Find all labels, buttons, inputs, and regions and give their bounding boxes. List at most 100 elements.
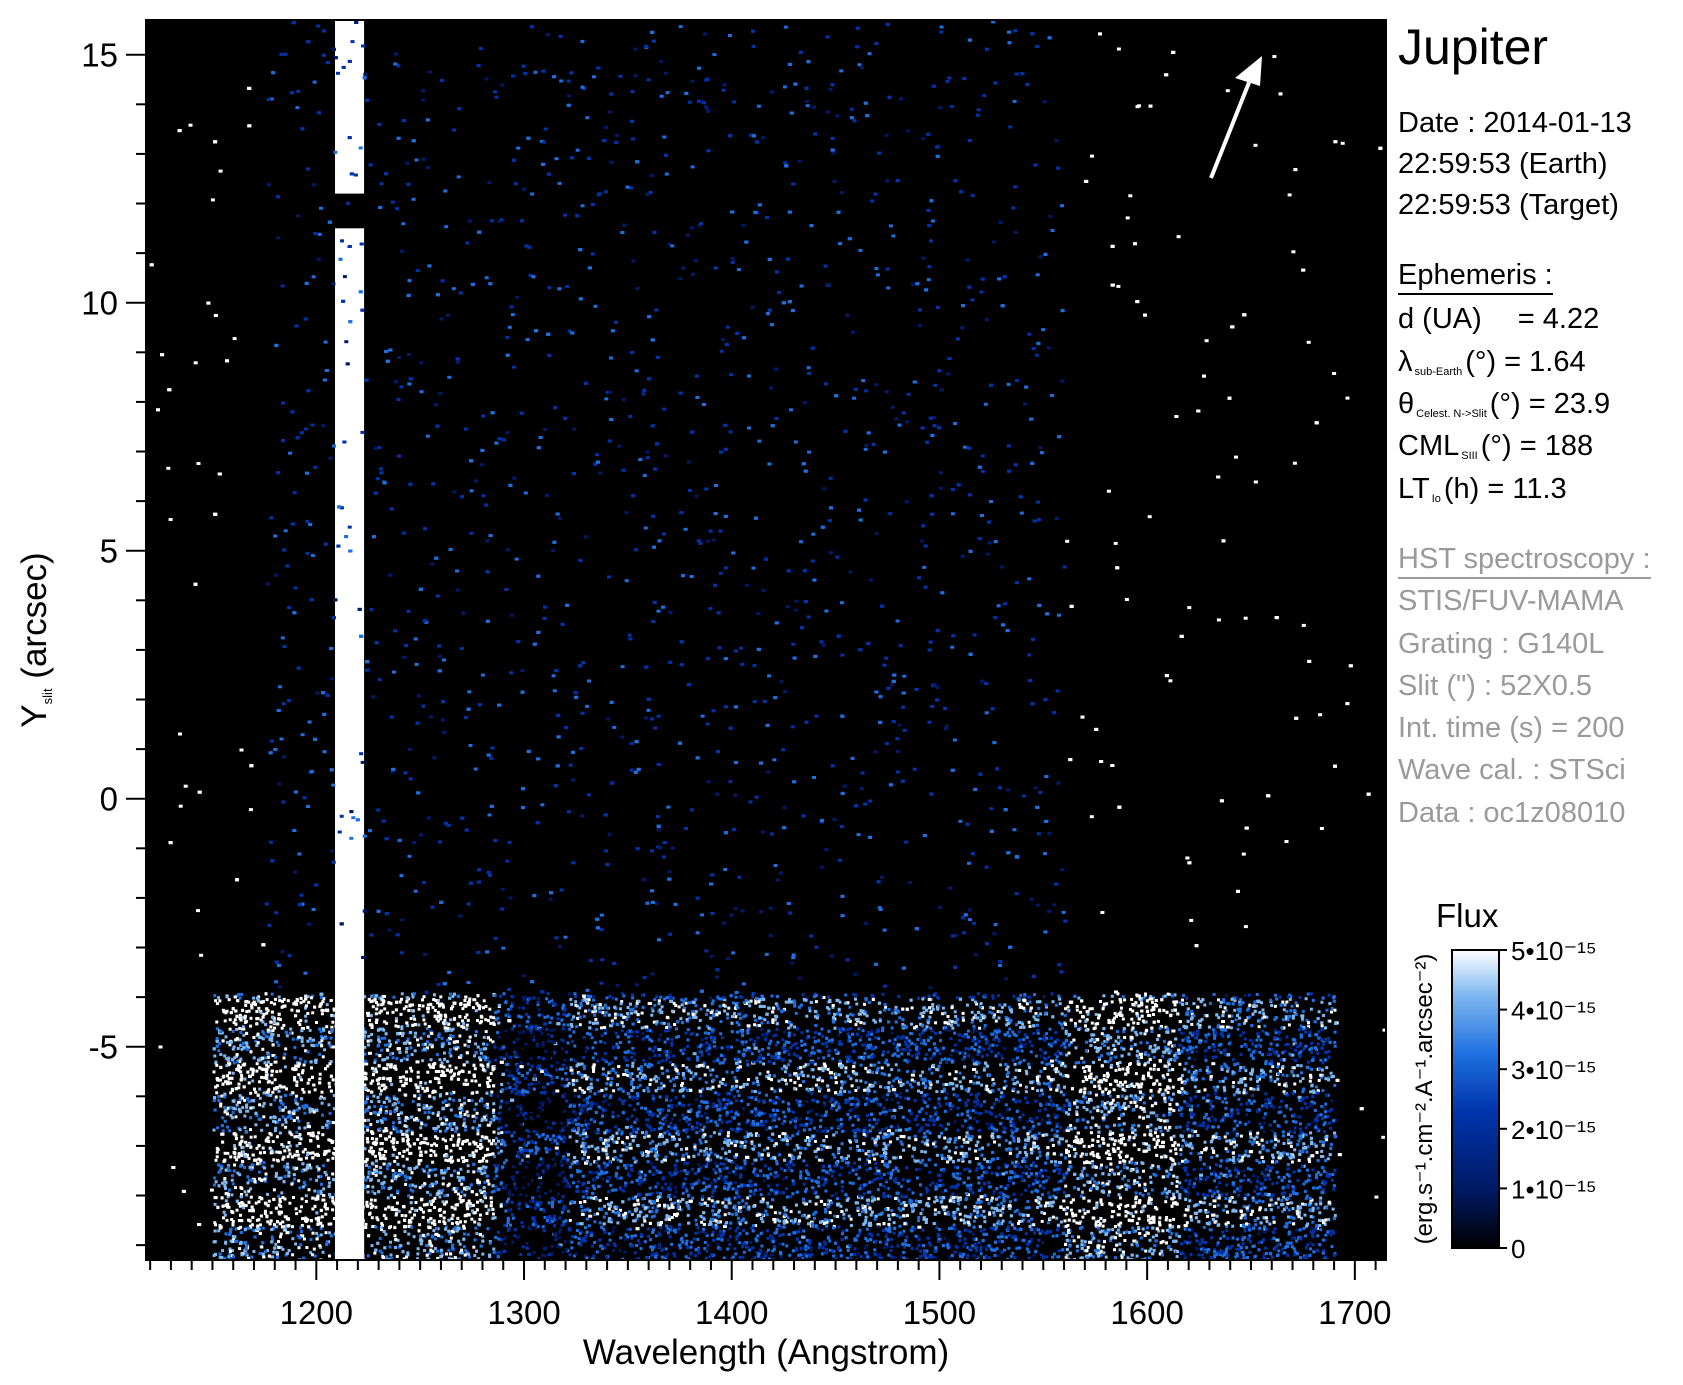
flux-pixel [505, 335, 510, 339]
flux-pixel [380, 1182, 385, 1186]
flux-pixel [985, 942, 989, 946]
flux-pixel [840, 894, 845, 898]
flux-pixel [277, 964, 282, 967]
flux-pixel [710, 873, 715, 877]
flux-pixel [901, 966, 906, 970]
flux-pixel [470, 282, 475, 286]
flux-pixel [479, 463, 484, 467]
flux-pixel [400, 918, 405, 922]
flux-pixel [703, 32, 707, 36]
flux-pixel [825, 282, 830, 286]
flux-pixel [193, 582, 198, 586]
flux-pixel [379, 182, 384, 186]
flux-pixel [1225, 89, 1230, 93]
flux-pixel [937, 369, 942, 373]
flux-pixel [903, 1058, 908, 1062]
flux-pixel [178, 804, 183, 808]
flux-pixel [759, 761, 763, 765]
flux-pixel [547, 286, 552, 290]
flux-pixel [657, 938, 661, 942]
flux-pixel [315, 691, 320, 695]
flux-pixel [747, 374, 751, 378]
flux-pixel [939, 25, 944, 29]
flux-pixel [381, 819, 386, 823]
flux-pixel [752, 134, 756, 138]
flux-pixel [609, 700, 614, 704]
flux-pixel [791, 953, 796, 957]
flux-pixel [1340, 141, 1345, 145]
flux-pixel [1057, 613, 1061, 617]
flux-pixel [767, 462, 772, 466]
flux-pixel [799, 540, 803, 544]
flux-pixel [1001, 623, 1006, 627]
flux-pixel [384, 837, 389, 841]
flux-pixel [992, 741, 997, 745]
flux-pixel [355, 818, 360, 822]
flux-pixel [865, 114, 870, 118]
flux-pixel [1242, 313, 1247, 317]
flux-pixel [584, 381, 589, 385]
flux-pixel [532, 642, 537, 646]
flux-pixel [1241, 852, 1246, 856]
flux-pixel [940, 591, 945, 595]
flux-pixel [687, 488, 692, 492]
flux-pixel [976, 108, 981, 112]
flux-pixel [456, 175, 461, 179]
flux-pixel [681, 1157, 686, 1161]
flux-pixel [965, 258, 970, 262]
flux-pixel [415, 269, 420, 273]
flux-pixel [949, 105, 954, 109]
flux-pixel [1021, 1238, 1026, 1242]
flux-pixel [965, 822, 970, 826]
flux-pixel [830, 148, 835, 152]
flux-pixel [656, 609, 661, 613]
flux-pixel [806, 60, 811, 64]
flux-pixel [426, 166, 431, 170]
flux-pixel [317, 232, 322, 236]
flux-pixel [930, 219, 935, 223]
flux-pixel [1197, 1019, 1202, 1023]
flux-pixel [633, 770, 638, 774]
flux-pixel [756, 647, 761, 651]
flux-pixel [1293, 168, 1298, 172]
flux-pixel [520, 669, 525, 672]
flux-pixel [1029, 417, 1034, 421]
flux-pixel [723, 514, 728, 518]
flux-pixel [1116, 284, 1121, 288]
flux-pixel [975, 1081, 980, 1085]
flux-pixel [863, 921, 868, 925]
flux-pixel [367, 1051, 372, 1055]
flux-pixel [728, 430, 733, 434]
flux-pixel [633, 74, 638, 78]
flux-pixel [638, 458, 643, 461]
flux-pixel [1031, 637, 1035, 641]
flux-pixel [1046, 346, 1051, 350]
flux-pixel [333, 598, 338, 602]
flux-pixel [766, 312, 770, 316]
flux-pixel [624, 579, 629, 583]
flux-pixel [705, 1120, 710, 1124]
flux-pixel [466, 902, 471, 906]
flux-pixel [663, 71, 668, 75]
flux-pixel [490, 411, 495, 415]
flux-pixel [408, 777, 413, 781]
flux-pixel [389, 715, 394, 719]
flux-pixel [956, 483, 961, 487]
flux-pixel [943, 707, 947, 710]
flux-pixel [1047, 36, 1052, 40]
flux-pixel [767, 308, 772, 312]
flux-pixel [838, 858, 842, 862]
flux-pixel [783, 690, 788, 694]
flux-pixel [322, 29, 326, 33]
flux-pixel [1100, 911, 1105, 914]
flux-pixel [401, 1084, 406, 1088]
flux-pixel [1194, 944, 1199, 948]
flux-pixel [948, 886, 953, 890]
flux-pixel [599, 928, 604, 932]
flux-pixel [513, 182, 518, 186]
flux-pixel [563, 213, 567, 217]
flux-pixel [358, 146, 363, 150]
flux-pixel [884, 742, 889, 746]
flux-pixel [651, 514, 656, 518]
flux-pixel [652, 600, 657, 604]
